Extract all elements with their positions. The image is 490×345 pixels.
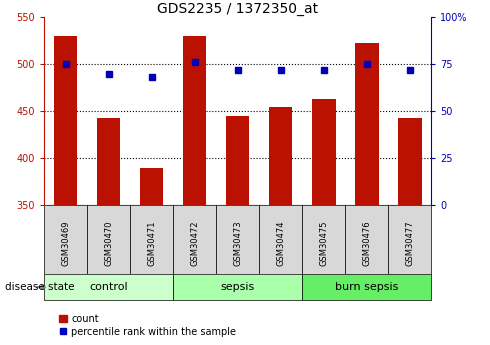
Bar	[44, 274, 173, 300]
Text: GSM30477: GSM30477	[405, 220, 414, 266]
Bar	[173, 274, 302, 300]
Bar	[302, 274, 431, 300]
Bar	[44, 205, 87, 274]
Text: GSM30470: GSM30470	[104, 220, 113, 266]
Text: control: control	[89, 282, 128, 292]
Bar	[269, 107, 293, 205]
Text: burn sepsis: burn sepsis	[335, 282, 398, 292]
Bar	[87, 205, 130, 274]
Text: GSM30471: GSM30471	[147, 220, 156, 266]
Text: GSM30473: GSM30473	[233, 220, 242, 266]
Text: GSM30474: GSM30474	[276, 220, 285, 266]
Bar	[226, 116, 249, 205]
Bar	[312, 99, 336, 205]
Text: disease state: disease state	[5, 282, 74, 292]
Bar	[259, 205, 302, 274]
Text: GSM30469: GSM30469	[61, 220, 70, 266]
Bar	[97, 118, 121, 205]
Bar	[54, 36, 77, 205]
Bar	[302, 205, 345, 274]
Bar	[345, 205, 388, 274]
Bar	[140, 168, 164, 205]
Text: GSM30472: GSM30472	[190, 220, 199, 266]
Bar	[183, 36, 206, 205]
Text: GSM30476: GSM30476	[362, 220, 371, 266]
Bar	[398, 118, 421, 205]
Bar	[388, 205, 431, 274]
Bar	[173, 205, 216, 274]
Text: sepsis: sepsis	[220, 282, 255, 292]
Text: GSM30475: GSM30475	[319, 220, 328, 266]
Title: GDS2235 / 1372350_at: GDS2235 / 1372350_at	[157, 2, 318, 16]
Legend: count, percentile rank within the sample: count, percentile rank within the sample	[59, 314, 236, 337]
Bar	[130, 205, 173, 274]
Bar	[216, 205, 259, 274]
Bar	[355, 43, 378, 205]
